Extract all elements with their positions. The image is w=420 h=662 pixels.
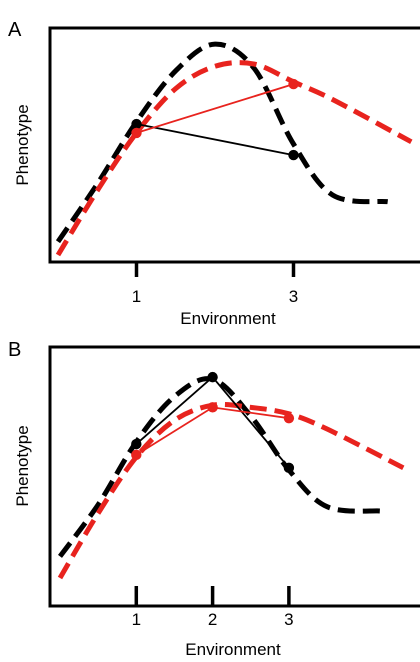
x-tick-label-3: 3 <box>289 287 298 306</box>
red-point-env-1 <box>131 127 142 139</box>
red-point-env-2 <box>207 402 218 413</box>
x-tick-label-1: 1 <box>132 610 141 629</box>
y-axis-label: Phenotype <box>13 104 32 185</box>
panel-label: A <box>8 19 22 41</box>
black-reaction-norm-curve <box>57 376 381 558</box>
x-axis-label: Environment <box>180 309 276 328</box>
panel-a: 1 3 A Phenotype Environment <box>8 19 420 328</box>
red-linear-reaction-norm <box>136 83 294 134</box>
x-axis-label: Environment <box>185 640 281 659</box>
x-tick-label-3: 3 <box>284 610 293 629</box>
x-tick-label-2: 2 <box>208 610 217 629</box>
black-point-env-2 <box>207 371 218 383</box>
black-point-env-1 <box>131 438 142 450</box>
black-point-env-3 <box>283 462 295 474</box>
black-linear-reaction-norm <box>136 123 294 156</box>
black-point-env-3 <box>288 149 299 161</box>
red-point-env-3 <box>288 78 299 90</box>
black-linear-reaction-norm <box>135 375 290 469</box>
black-reaction-norm-curve <box>55 41 388 244</box>
red-reaction-norm-curve <box>57 401 405 580</box>
y-axis-label: Phenotype <box>13 425 32 506</box>
black-point-env-1 <box>131 118 142 130</box>
red-reaction-norm-curve <box>55 60 413 257</box>
red-point-env-3 <box>283 412 295 424</box>
x-tick-label-1: 1 <box>132 287 141 306</box>
panel-label: B <box>8 339 21 361</box>
panel-b: 1 2 3 B Phenotype Environment <box>8 339 420 659</box>
red-point-env-1 <box>131 449 142 461</box>
